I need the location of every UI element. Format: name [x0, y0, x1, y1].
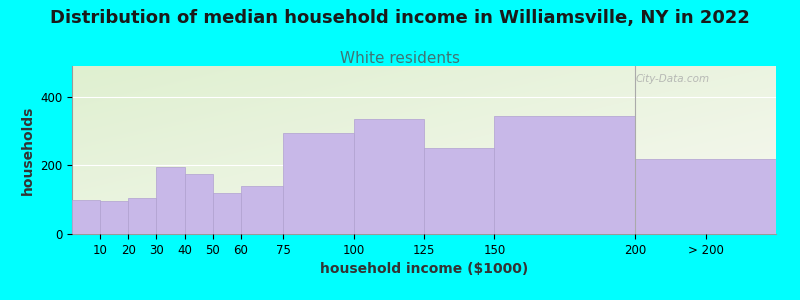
Bar	[157, 167, 185, 234]
Bar	[72, 200, 100, 234]
Bar	[635, 159, 776, 234]
X-axis label: household income ($1000): household income ($1000)	[320, 262, 528, 276]
Y-axis label: households: households	[21, 105, 34, 195]
Bar	[424, 148, 494, 234]
Bar	[100, 201, 128, 234]
Text: Distribution of median household income in Williamsville, NY in 2022: Distribution of median household income …	[50, 9, 750, 27]
Bar	[354, 119, 424, 234]
Bar	[494, 116, 635, 234]
Text: City-Data.com: City-Data.com	[635, 74, 710, 84]
Bar	[241, 186, 283, 234]
Bar	[213, 193, 241, 234]
Bar	[185, 174, 213, 234]
Bar	[128, 198, 157, 234]
Text: White residents: White residents	[340, 51, 460, 66]
Bar	[283, 133, 354, 234]
